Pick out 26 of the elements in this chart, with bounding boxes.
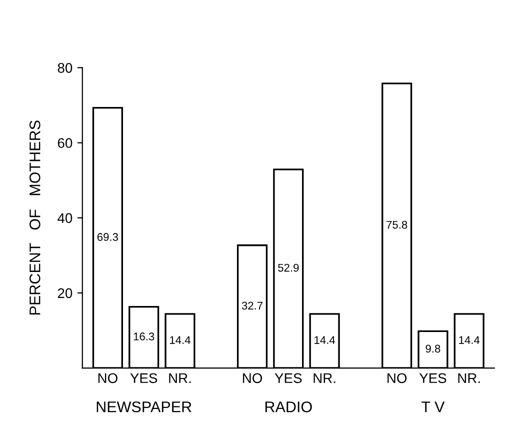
text: RADIO xyxy=(265,401,312,412)
text: NEWSPAPER xyxy=(96,401,192,412)
x-tick-label: NR. xyxy=(458,373,480,383)
y-axis-title: PERCENT OF MOTHERS xyxy=(30,120,40,314)
x-tick-label: YES xyxy=(130,373,158,384)
x-tick-label: NR. xyxy=(169,373,191,383)
x-tick-label: NO xyxy=(388,373,407,384)
x-tick-label: NO xyxy=(98,373,118,384)
y-tick-label: 40 xyxy=(58,213,72,224)
data-label: 16.3 xyxy=(134,332,154,340)
y-tick-label: 60 xyxy=(58,138,72,148)
x-tick-label: YES xyxy=(274,373,302,384)
y-tick-label: 80 xyxy=(58,63,72,73)
y-tick-label: 20 xyxy=(58,288,72,298)
text: T V xyxy=(422,402,445,412)
data-label: 14.4 xyxy=(459,336,480,344)
x-tick-label: NR. xyxy=(314,373,336,383)
x-tick-label: YES xyxy=(419,373,446,384)
data-label: 32.7 xyxy=(242,302,263,310)
data-label: 52.9 xyxy=(278,264,299,272)
x-tick-label: NO xyxy=(242,373,262,384)
data-label: 75.8 xyxy=(386,220,408,229)
data-label: 14.4 xyxy=(170,336,190,344)
data-label: 9.8 xyxy=(426,344,440,353)
data-label: 69.3 xyxy=(97,233,118,241)
data-label: 14.4 xyxy=(314,336,336,344)
